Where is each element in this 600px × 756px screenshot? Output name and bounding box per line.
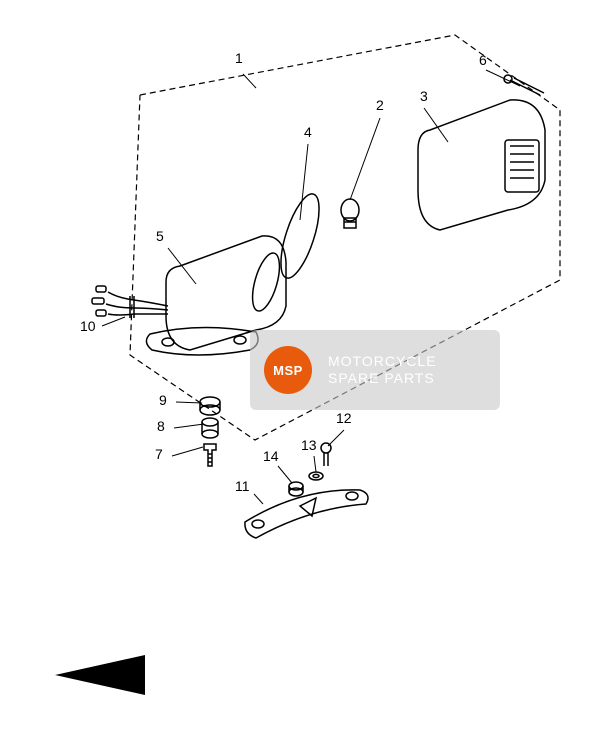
callout-12: 12: [336, 410, 352, 426]
direction-arrow: [55, 655, 145, 695]
part-wire-harness: [92, 286, 168, 318]
part-lens-cover: [418, 100, 545, 230]
part-gasket: [273, 190, 327, 282]
part-bolt-7: [204, 444, 216, 466]
watermark-line1: MOTORCYCLE: [328, 353, 437, 371]
callout-1: 1: [235, 50, 243, 66]
part-screw-12: [321, 443, 331, 466]
callout-7: 7: [155, 446, 163, 462]
watermark-badge: MSP MOTORCYCLE SPARE PARTS: [250, 330, 500, 410]
part-plate-bracket: [245, 490, 368, 538]
part-bracket-5: [146, 327, 258, 355]
callout-5: 5: [156, 228, 164, 244]
callout-3: 3: [420, 88, 428, 104]
callout-9: 9: [159, 392, 167, 408]
callout-2: 2: [376, 97, 384, 113]
callout-6: 6: [479, 52, 487, 68]
part-collar-9: [200, 397, 220, 415]
callout-10: 10: [80, 318, 96, 334]
part-washer-13: [309, 472, 323, 480]
watermark-text: MOTORCYCLE SPARE PARTS: [328, 353, 437, 388]
callout-4: 4: [304, 124, 312, 140]
part-spacer-8: [202, 418, 218, 438]
part-bulb: [341, 199, 359, 228]
exploded-diagram: 1 2 3 4 5 6 7 8 9 10 11 12 13 14 MSP MOT…: [0, 0, 600, 756]
callout-8: 8: [157, 418, 165, 434]
watermark-line2: SPARE PARTS: [328, 370, 437, 388]
callout-13: 13: [301, 437, 317, 453]
callout-14: 14: [263, 448, 279, 464]
watermark-logo: MSP: [264, 346, 312, 394]
part-nut-14: [289, 482, 303, 496]
callout-11: 11: [235, 478, 250, 494]
